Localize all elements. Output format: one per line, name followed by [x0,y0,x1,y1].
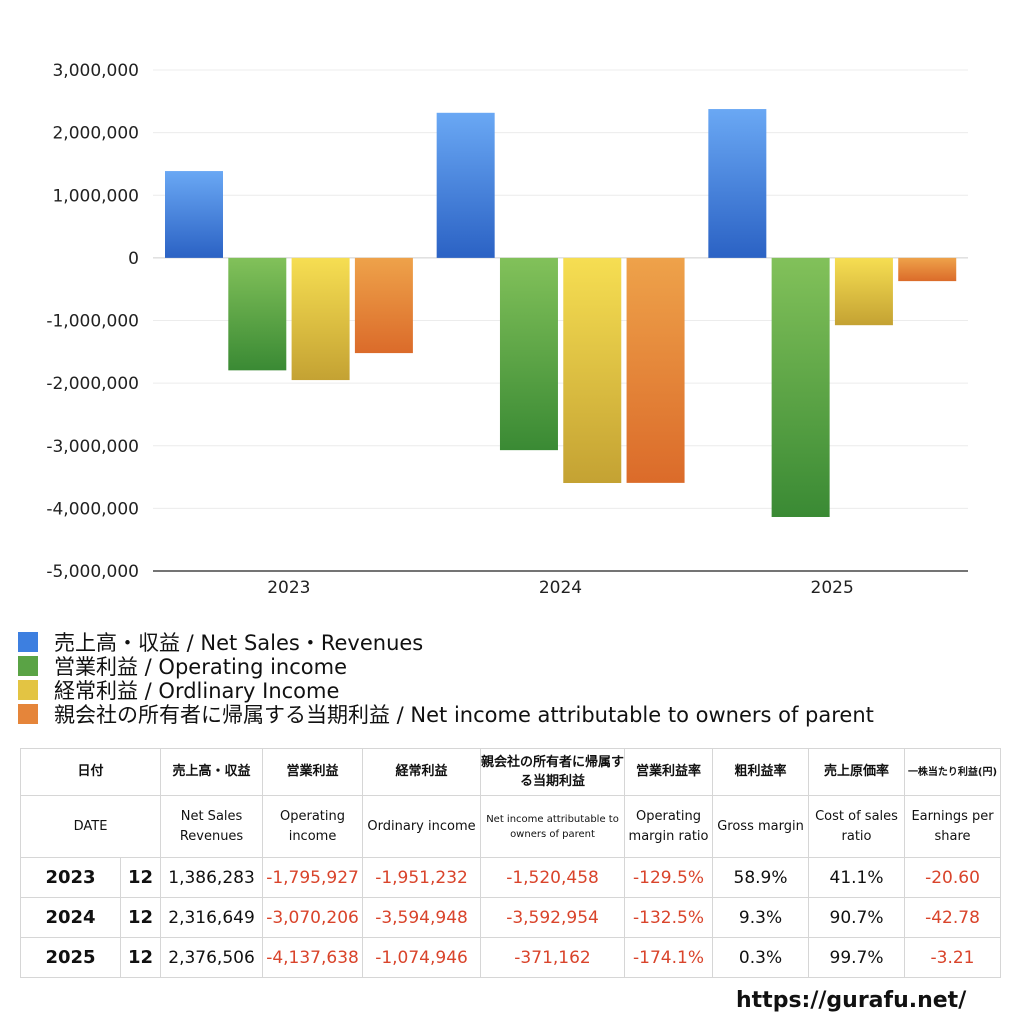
header-eps-jp: 一株当たり利益(円) [904,748,1002,796]
header-gross-margin-en: Gross margin [712,795,810,858]
cell-operating-income: -4,137,638 [262,937,364,978]
cell-eps: -20.60 [904,857,1002,898]
y-tick-label: -2,000,000 [46,374,139,394]
table-header-en: DATE Net Sales Revenues Operating income… [19,795,1002,858]
cell-net-sales: 2,376,506 [160,937,264,978]
bar-2023-series-0 [165,171,223,258]
cell-operating-margin: -129.5% [624,857,714,898]
x-tick-label: 2023 [267,578,310,598]
cell-net-income: -3,592,954 [480,897,626,938]
y-tick-label: -5,000,000 [46,562,139,582]
header-eps-en: Earnings per share [904,795,1002,858]
header-gross-margin-jp: 粗利益率 [712,748,810,796]
header-date-jp: 日付 [19,748,162,796]
source-url: https://gurafu.net/ [736,988,967,1013]
y-tick-label: -1,000,000 [46,312,139,332]
table-row: 2025 12 2,376,506 -4,137,638 -1,074,946 … [20,937,1002,978]
header-net-income-en: Net income attributable to owners of par… [480,795,626,858]
bars [165,109,957,517]
y-axis-ticks: 3,000,000 2,000,000 1,000,000 0 -1,000,000 -2… [46,61,139,582]
header-net-income-jp: 親会社の所有者に帰属する当期利益 [480,748,626,796]
cell-month: 12 [119,937,162,978]
cell-net-sales: 2,316,649 [160,897,264,938]
legend-label-net-sales: 売上高・収益 / Net Sales・Revenues [54,631,424,655]
x-tick-label: 2024 [539,578,582,598]
x-tick-label: 2025 [811,578,854,598]
bar-2023-series-3 [354,257,413,354]
cell-cost-of-sales: 41.1% [808,857,906,898]
cell-ordinary-income: -1,074,946 [362,937,482,978]
table-header-jp: 日付 売上高・収益 営業利益 経常利益 親会社の所有者に帰属する当期利益 営業利… [19,748,1002,796]
legend-item-net-income: 親会社の所有者に帰属する当期利益 / Net income attributab… [18,702,874,727]
cell-operating-income: -3,070,206 [262,897,364,938]
y-tick-label: -3,000,000 [46,437,139,457]
legend-swatch-net-income [18,704,38,724]
bar-2024-series-2 [563,257,622,484]
bar-2023-series-1 [228,257,287,371]
cell-year: 2023 [20,857,121,898]
chart-legend: 売上高・収益 / Net Sales・Revenues 営業利益 / Opera… [18,630,874,727]
legend-item-net-sales: 売上高・収益 / Net Sales・Revenues [18,630,874,655]
bar-2025-series-3 [898,257,957,282]
cell-net-income: -371,162 [480,937,626,978]
legend-label-ordinary-income: 経常利益 / Ordlinary Income [54,679,340,703]
legend-swatch-operating-income [18,656,38,676]
bar-2025-series-2 [834,257,893,326]
cell-month: 12 [119,857,162,898]
cell-year: 2025 [20,937,121,978]
legend-swatch-net-sales [18,632,38,652]
financial-data-table: 日付 売上高・収益 営業利益 経常利益 親会社の所有者に帰属する当期利益 営業利… [19,748,1002,978]
cell-ordinary-income: -1,951,232 [362,857,482,898]
header-operating-income-en: Operating income [262,795,364,858]
header-cost-of-sales-jp: 売上原価率 [808,748,906,796]
bar-2024-series-0 [436,112,495,258]
y-tick-label: 0 [128,249,139,269]
cell-net-income: -1,520,458 [480,857,626,898]
cell-eps: -3.21 [904,937,1002,978]
header-net-sales-jp: 売上高・収益 [160,748,264,796]
cell-cost-of-sales: 90.7% [808,897,906,938]
cell-year: 2024 [20,897,121,938]
y-tick-label: 2,000,000 [52,124,139,144]
x-axis-ticks: 2023 2024 2025 [267,578,854,598]
cell-ordinary-income: -3,594,948 [362,897,482,938]
cell-month: 12 [119,897,162,938]
legend-swatch-ordinary-income [18,680,38,700]
bar-2025-series-0 [708,109,767,258]
bar-2025-series-1 [771,257,830,517]
cell-net-sales: 1,386,283 [160,857,264,898]
legend-item-ordinary-income: 経常利益 / Ordlinary Income [18,678,874,703]
table-row: 2024 12 2,316,649 -3,070,206 -3,594,948 … [20,897,1002,938]
cell-gross-margin: 9.3% [712,897,810,938]
header-ordinary-income-en: Ordinary income [362,795,482,858]
legend-item-operating-income: 営業利益 / Operating income [18,654,874,679]
cell-gross-margin: 58.9% [712,857,810,898]
header-cost-of-sales-en: Cost of sales ratio [808,795,906,858]
header-net-sales-en: Net Sales Revenues [160,795,264,858]
bar-2024-series-3 [626,257,685,483]
header-ordinary-income-jp: 経常利益 [362,748,482,796]
legend-label-operating-income: 営業利益 / Operating income [54,655,348,679]
y-tick-label: -4,000,000 [46,499,139,519]
y-tick-label: 1,000,000 [52,186,139,206]
cell-eps: -42.78 [904,897,1002,938]
bar-2023-series-2 [291,257,350,381]
bar-2024-series-1 [499,257,558,451]
cell-operating-margin: -132.5% [624,897,714,938]
y-tick-label: 3,000,000 [52,61,139,81]
header-operating-income-jp: 営業利益 [262,748,364,796]
legend-label-net-income: 親会社の所有者に帰属する当期利益 / Net income attributab… [54,703,874,727]
header-date-en: DATE [19,795,162,858]
header-operating-margin-en: Operating margin ratio [624,795,714,858]
cell-operating-margin: -174.1% [624,937,714,978]
cell-gross-margin: 0.3% [712,937,810,978]
cell-operating-income: -1,795,927 [262,857,364,898]
bar-chart: 3,000,000 2,000,000 1,000,000 0 -1,000,000 -2… [46,61,968,598]
header-operating-margin-jp: 営業利益率 [624,748,714,796]
table-row: 2023 12 1,386,283 -1,795,927 -1,951,232 … [20,857,1002,898]
cell-cost-of-sales: 99.7% [808,937,906,978]
grid-lines [153,69,968,509]
